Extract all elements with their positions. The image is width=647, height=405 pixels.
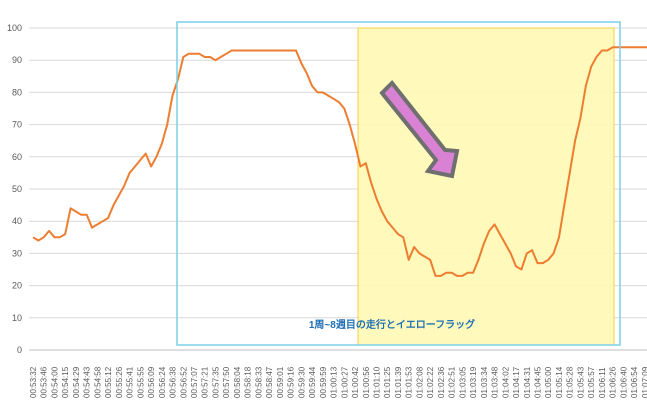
x-tick-label: 01:05:57 [587,366,596,398]
x-tick-label: 00:57:50 [222,366,231,398]
x-tick-label: 00:54:58 [93,366,102,398]
x-tick-label: 01:03:05 [458,366,467,398]
x-tick-label: 00:56:24 [158,366,167,398]
x-tick-label: 01:04:45 [534,366,543,398]
x-tick-label: 01:02:08 [415,366,424,398]
x-tick-label: 01:00:42 [351,366,360,398]
x-tick-label: 01:06:11 [598,367,607,398]
x-tick-label: 00:56:09 [147,366,156,398]
x-tick-label: 00:53:46 [40,366,49,398]
down-arrow-icon [379,79,460,179]
y-tick-label: 0 [17,345,22,355]
x-tick-label: 01:03:19 [469,366,478,398]
x-tick-label: 01:02:22 [426,366,435,398]
x-tick-label: 01:06:54 [630,366,639,398]
x-tick-label: 01:06:26 [609,366,618,398]
x-tick-label: 01:02:36 [437,366,446,398]
yellow-flag-region [357,27,615,346]
x-tick-label: 00:56:52 [179,366,188,398]
y-tick-label: 60 [12,152,22,162]
x-tick-label: 01:04:17 [512,366,521,398]
y-tick-label: 30 [12,248,22,258]
x-tick-label: 01:07:09 [641,366,647,398]
y-tick-label: 70 [12,120,22,130]
y-tick-label: 20 [12,281,22,291]
x-tick-label: 01:05:28 [566,366,575,398]
x-tick-label: 00:59:16 [287,366,296,398]
x-tick-label: 01:06:40 [619,366,628,398]
y-tick-label: 90 [12,55,22,65]
y-tick-label: 50 [12,184,22,194]
series-line [32,46,647,277]
y-tick-label: 40 [12,216,22,226]
x-tick-label: 00:58:18 [244,366,253,398]
y-tick-label: 10 [12,313,22,323]
annotation-label: 1周~8週目の走行とイエローフラッグ [309,318,475,331]
x-tick-label: 01:05:43 [576,366,585,398]
x-tick-label: 01:05:14 [555,366,564,398]
laps-1-8-region [176,21,621,346]
x-tick-label: 01:01:39 [394,366,403,398]
x-tick-label: 00:58:04 [233,366,242,398]
x-tick-label: 01:05:00 [544,366,553,398]
x-tick-label: 00:53:32 [29,366,38,398]
x-tick-label: 01:03:48 [491,366,500,398]
x-tick-label: 00:58:33 [254,366,263,398]
x-tick-label: 01:04:31 [523,366,532,398]
x-tick-label: 00:57:21 [201,366,210,398]
x-tick-label: 00:54:00 [50,366,59,398]
x-tick-labels: 00:53:32 00:53:46 00:54:00 00:54:15 00:54:29… [29,366,647,398]
x-tick-label: 01:00:27 [340,366,349,398]
x-tick-label: 01:01:53 [405,366,414,398]
x-tick-label: 01:01:10 [372,366,381,398]
x-tick-label: 00:55:41 [126,366,135,398]
y-tick-label: 100 [7,23,22,33]
x-tick-label: 00:54:29 [72,366,81,398]
x-tick-label: 01:01:25 [383,366,392,398]
x-tick-label: 00:59:59 [319,366,328,398]
series-layer [32,46,647,277]
x-tick-label: 01:02:51 [448,366,457,398]
x-tick-label: 00:55:12 [104,366,113,398]
x-tick-label: 00:59:01 [276,366,285,398]
y-tick-labels: 0 10 20 30 40 50 60 70 80 90 100 [7,23,22,355]
x-tick-label: 01:03:34 [480,366,489,398]
x-tick-label: 00:59:44 [308,366,317,398]
x-tick-label: 00:56:38 [169,366,178,398]
x-tick-label: 00:58:47 [265,366,274,398]
x-tick-label: 00:57:07 [190,366,199,398]
x-tick-label: 00:59:30 [297,366,306,398]
x-tick-label: 01:00:13 [330,366,339,398]
x-tick-label: 00:54:15 [61,366,70,398]
x-tick-label: 00:55:55 [136,366,145,398]
x-tick-label: 01:00:56 [362,366,371,398]
x-tick-label: 00:57:35 [211,366,220,398]
x-tick-label: 01:04:02 [501,366,510,398]
x-tick-label: 00:54:43 [83,366,92,398]
x-tick-label: 00:55:26 [115,366,124,398]
y-tick-label: 80 [12,87,22,97]
